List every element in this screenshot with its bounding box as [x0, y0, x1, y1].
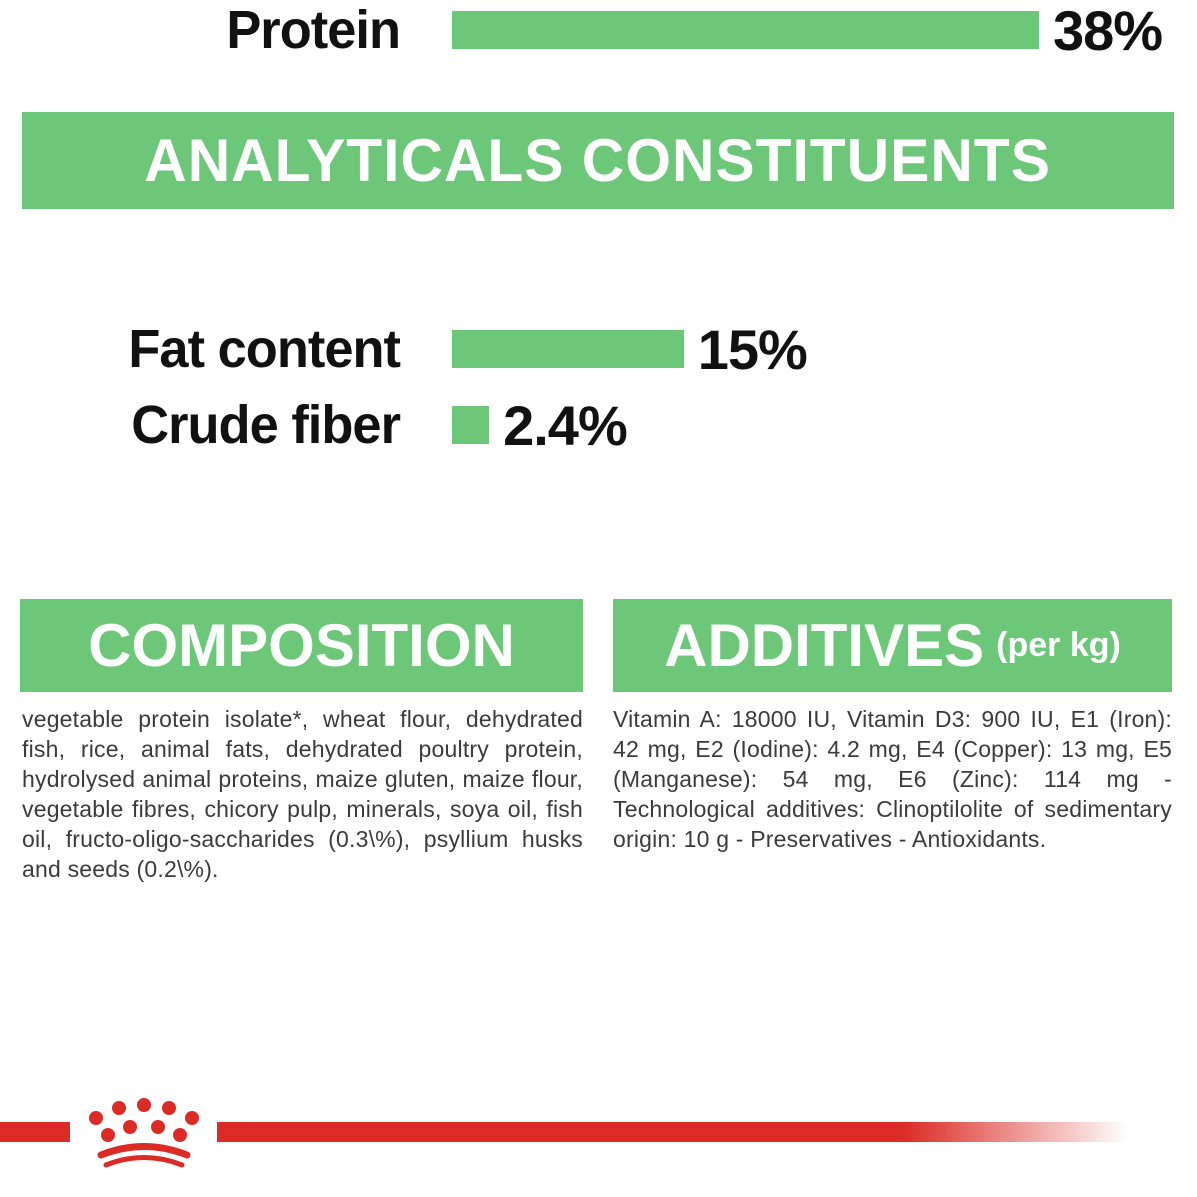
composition-header: COMPOSITION	[20, 599, 583, 692]
footer-stripe-right	[217, 1122, 1197, 1142]
analyticals-banner: ANALYTICALS CONSTITUENTS	[22, 112, 1174, 209]
additives-header: ADDITIVES (per kg)	[613, 599, 1172, 692]
chart-label-protein: Protein	[226, 0, 401, 60]
additives-title: ADDITIVES	[664, 612, 985, 679]
chart-bar-fat-content	[452, 330, 684, 368]
analytical-constituents-chart: Protein 38% Fat content 15% Crude fiber …	[0, 0, 1197, 470]
chart-bar-crude-fiber	[452, 406, 490, 444]
chart-row-protein: Protein 38%	[0, 0, 1197, 62]
chart-label-fat-content: Fat content	[128, 319, 401, 379]
chart-value-fat-content: 15%	[697, 317, 808, 381]
chart-bar-protein	[452, 11, 1039, 49]
chart-row-crude-fiber: Crude fiber 2.4%	[0, 393, 1197, 457]
chart-label-crude-fiber: Crude fiber	[131, 395, 401, 455]
footer-stripe-left	[0, 1122, 70, 1142]
additives-body-text: Vitamin A: 18000 IU, Vitamin D3: 900 IU,…	[613, 706, 1172, 852]
additives-title-suffix: (per kg)	[996, 626, 1121, 664]
royal-canin-crown-icon	[85, 1095, 203, 1169]
analyticals-banner-title: ANALYTICALS CONSTITUENTS	[144, 127, 1052, 194]
chart-row-fat-content: Fat content 15%	[0, 317, 1197, 381]
chart-value-crude-fiber: 2.4%	[503, 393, 628, 457]
composition-title: COMPOSITION	[88, 612, 515, 679]
composition-body-text: vegetable protein isolate*, wheat flour,…	[22, 706, 583, 882]
chart-value-protein: 38%	[1053, 0, 1163, 62]
